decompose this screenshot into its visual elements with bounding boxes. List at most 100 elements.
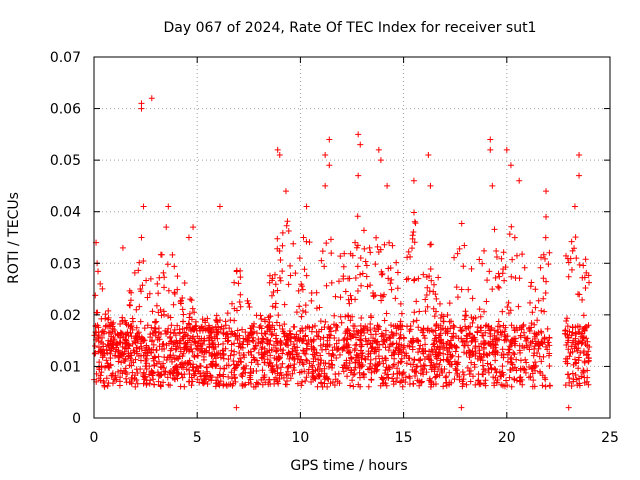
data-point <box>529 370 536 377</box>
data-point <box>372 355 379 362</box>
data-point <box>137 318 144 325</box>
data-point <box>345 344 352 351</box>
data-point <box>331 344 338 351</box>
data-point <box>461 349 468 356</box>
data-point <box>451 343 458 350</box>
data-point <box>186 366 193 373</box>
data-point <box>235 280 242 287</box>
data-point <box>149 308 156 315</box>
data-point <box>371 325 378 332</box>
data-point <box>117 367 124 374</box>
data-point <box>212 323 219 330</box>
data-point <box>277 277 284 284</box>
data-point <box>358 282 365 289</box>
data-point <box>252 383 259 390</box>
data-point <box>285 228 292 235</box>
data-point <box>321 365 328 372</box>
data-point <box>250 346 257 353</box>
data-point <box>520 329 527 336</box>
data-point <box>93 370 100 377</box>
data-point <box>168 322 175 329</box>
data-point <box>127 355 134 362</box>
data-point <box>459 383 466 390</box>
data-point <box>415 357 422 364</box>
data-point <box>171 289 178 296</box>
data-point <box>342 288 349 295</box>
data-point <box>456 245 463 252</box>
data-point <box>541 255 548 262</box>
data-point <box>139 282 146 289</box>
data-point <box>156 274 163 281</box>
data-point <box>544 346 551 353</box>
data-point <box>470 350 477 357</box>
data-point <box>151 381 158 388</box>
data-point <box>318 357 325 364</box>
data-point <box>350 327 357 334</box>
data-point <box>276 322 283 329</box>
data-point <box>107 322 114 329</box>
data-point <box>155 290 162 297</box>
data-point <box>215 341 222 348</box>
data-point <box>402 379 409 386</box>
data-point <box>264 323 271 330</box>
data-point <box>501 337 508 344</box>
data-point <box>538 307 545 314</box>
data-point <box>193 345 200 352</box>
data-point <box>128 322 135 329</box>
data-point <box>135 329 142 336</box>
data-point <box>346 300 353 307</box>
data-point <box>414 377 421 384</box>
data-point <box>272 335 279 342</box>
data-point <box>585 358 592 365</box>
data-point <box>411 239 418 246</box>
data-point <box>487 146 494 153</box>
data-point <box>495 283 502 290</box>
data-point <box>327 236 334 243</box>
data-point <box>459 380 466 387</box>
data-point <box>411 277 418 284</box>
data-point <box>317 352 324 359</box>
data-point <box>421 362 428 369</box>
data-point <box>131 269 138 276</box>
y-tick-label: 0.01 <box>50 359 81 375</box>
data-point <box>418 378 425 385</box>
data-point <box>562 382 569 389</box>
data-point <box>103 375 110 382</box>
data-point <box>158 371 165 378</box>
data-point <box>121 340 128 347</box>
data-point <box>242 329 249 336</box>
data-point <box>490 374 497 381</box>
data-point <box>146 290 153 297</box>
data-point <box>495 329 502 336</box>
data-point <box>324 343 331 350</box>
data-point <box>140 369 147 376</box>
data-point <box>139 336 146 343</box>
data-point <box>409 338 416 345</box>
data-point <box>180 364 187 371</box>
data-point <box>477 325 484 332</box>
data-point <box>151 353 158 360</box>
data-point <box>451 358 458 365</box>
data-point <box>582 285 589 292</box>
data-point <box>513 252 520 259</box>
data-point <box>399 383 406 390</box>
data-point <box>453 284 460 291</box>
data-point <box>328 279 335 286</box>
data-point <box>162 368 169 375</box>
data-point <box>308 343 315 350</box>
data-point <box>478 354 485 361</box>
data-point <box>575 365 582 372</box>
data-point <box>354 352 361 359</box>
data-point <box>564 315 571 322</box>
data-point <box>159 341 166 348</box>
data-point <box>197 337 204 344</box>
data-point <box>200 369 207 376</box>
data-point <box>298 313 305 320</box>
data-point <box>443 380 450 387</box>
data-point <box>279 360 286 367</box>
data-point <box>426 273 433 280</box>
data-point <box>347 369 354 376</box>
data-point <box>171 356 178 363</box>
data-point <box>542 383 549 390</box>
data-point <box>198 349 205 356</box>
